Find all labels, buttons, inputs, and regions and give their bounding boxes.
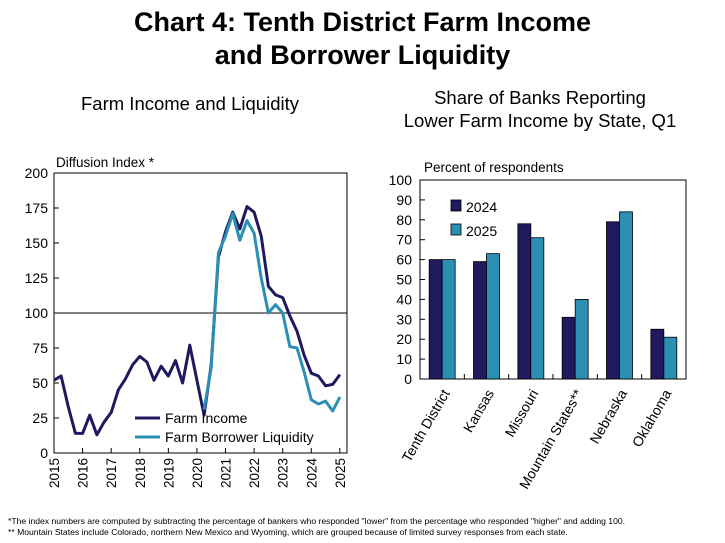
line-y-tick-label: 0 — [40, 445, 48, 461]
line-x-tick-label: 2020 — [190, 458, 205, 488]
bar-2025 — [486, 253, 500, 380]
line-x-tick-label: 2023 — [276, 458, 291, 488]
bar-y-tick-label: 90 — [396, 192, 412, 208]
line-y-tick-label: 150 — [25, 235, 49, 251]
line-y-axis-label: Diffusion Index * — [56, 155, 155, 170]
chart-title-line2: and Borrower Liquidity — [214, 40, 511, 70]
bar-2024 — [428, 259, 443, 380]
line-x-tick-label: 2024 — [304, 458, 319, 489]
bar-category-label: Nebraska — [586, 386, 630, 446]
bar-category-label: Kansas — [460, 387, 497, 435]
line-y-tick-label: 25 — [32, 410, 48, 426]
bar-legend-label: 2025 — [466, 223, 497, 239]
line-x-tick-label: 2019 — [161, 458, 176, 488]
line-x-tick-label: 2015 — [47, 458, 62, 488]
bar-y-tick-label: 100 — [389, 172, 413, 188]
bar-2025 — [530, 237, 545, 380]
bar-2024 — [650, 328, 665, 380]
line-chart: Diffusion Index * 0 25 50 75 100 125 150 175 200 2… — [25, 155, 348, 488]
line-x-tick-label: 2017 — [104, 458, 119, 488]
bar-y-tick-label: 50 — [396, 272, 412, 288]
bar-chart-title-line1: Share of Banks Reporting — [434, 87, 646, 108]
chart-title-line1: Chart 4: Tenth District Farm Income — [133, 7, 592, 37]
bar-category-label: Missouri — [502, 387, 542, 440]
bar-y-axis-label: Percent of respondents — [424, 160, 564, 175]
bar-category-label: Tenth District — [398, 386, 452, 464]
bar-y-tick-label: 10 — [396, 351, 412, 367]
line-legend-label: Farm Income — [165, 410, 248, 426]
farm-income-line — [53, 205, 342, 437]
line-y-tick-label: 175 — [25, 200, 49, 216]
bar-2025 — [619, 211, 633, 380]
line-legend-label: Farm Borrower Liquidity — [165, 429, 314, 445]
bar-2024 — [517, 223, 532, 380]
line-x-tick-label: 2021 — [219, 458, 234, 488]
line-y-tick-label: 50 — [32, 375, 48, 391]
bar-category-label: Oklahoma — [629, 386, 675, 449]
bar-chart-title-line2: Lower Farm Income by State, Q1 — [403, 110, 677, 131]
bar-2024 — [606, 221, 620, 380]
bar-2025 — [663, 336, 678, 380]
bar-2025 — [574, 298, 589, 380]
bar-2024 — [473, 261, 487, 380]
footnote-index-method: *The index numbers are computed by subtr… — [8, 516, 626, 526]
chart-title: Chart 4: Tenth District Farm Income and … — [0, 6, 725, 72]
bar-y-tick-label: 40 — [396, 291, 412, 307]
bar-legend-swatch — [450, 223, 462, 236]
bar-legend-swatch — [450, 199, 462, 212]
bar-chart-title: Share of Banks Reporting Lower Farm Inco… — [360, 86, 720, 132]
line-x-tick-label: 2016 — [76, 458, 91, 488]
farm-borrower-liquidity-line — [202, 212, 342, 413]
line-x-tick-label: 2018 — [133, 458, 148, 488]
bar-2025 — [441, 259, 456, 380]
line-chart-title: Farm Income and Liquidity — [81, 93, 299, 114]
line-y-tick-label: 100 — [25, 305, 49, 321]
line-x-tick-label: 2025 — [333, 458, 348, 488]
bar-chart: Percent of respondents 0 10 20 30 40 50 60 70 80 9… — [389, 160, 687, 492]
footnote-mountain-states: ** Mountain States include Colorado, nor… — [8, 527, 568, 537]
bar-2024 — [561, 316, 576, 380]
line-y-tick-label: 75 — [32, 340, 48, 356]
line-y-tick-label: 200 — [25, 165, 49, 181]
bar-y-tick-label: 20 — [396, 331, 412, 347]
line-y-tick-label: 125 — [25, 270, 49, 286]
line-x-tick-label: 2022 — [247, 458, 262, 488]
bar-y-tick-label: 70 — [396, 232, 412, 248]
bar-y-tick-label: 80 — [396, 212, 412, 228]
bar-legend-label: 2024 — [466, 199, 497, 215]
bar-y-tick-label: 0 — [404, 371, 412, 387]
bar-y-tick-label: 60 — [396, 252, 412, 268]
bar-y-tick-label: 30 — [396, 311, 412, 327]
